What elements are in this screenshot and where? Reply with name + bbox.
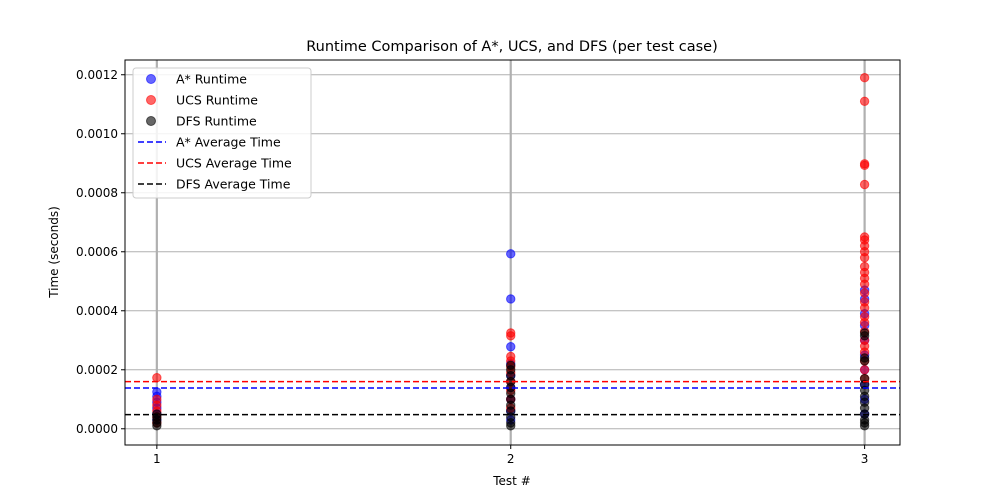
axes-frame [124,59,901,446]
y-tick-label: 0.0004 [76,304,118,318]
ucs-runtime-point [859,73,870,83]
a-star-runtime-point [506,249,516,259]
ucs-runtime-point [152,373,162,383]
legend-label-dfs-average-time: DFS Average Time [176,177,291,192]
a-star-runtime-point [506,294,516,304]
x-tick-label: 1 [153,452,161,466]
y-tick-label: 0.0002 [76,363,118,377]
ucs-runtime-point [859,317,870,328]
legend-box [132,67,312,199]
legend: A* Runtime UCS Runtime DFS Runtime A* Avera… [132,67,312,199]
ucs-runtime-point [859,365,870,375]
y-tick-label: 0.0000 [76,422,118,436]
dfs-runtime-point [859,331,870,341]
dfs-runtime-point [859,356,870,366]
y-axis-label: Time (seconds) [47,206,61,299]
ucs-runtime-point [859,179,870,190]
ucs-runtime-point [506,331,516,341]
legend-marker-ucs-runtime [146,95,156,105]
y-tick-label: 0.0012 [76,68,118,82]
x-tick-label: 2 [507,452,515,466]
dfs-runtime-point [859,421,870,431]
dfs-runtime-point [506,421,516,431]
x-axis-label: Test # [492,474,531,488]
ucs-runtime-point [859,96,870,107]
legend-label-ucs-average-time: UCS Average Time [176,156,292,171]
a-star-runtime-point [506,342,516,352]
legend-marker-dfs-runtime [146,116,156,126]
ucs-runtime-point [859,160,870,171]
y-tick-label: 0.0008 [76,186,118,200]
legend-label-a-star-average-time: A* Average Time [176,135,281,150]
dfs-runtime-point [152,421,162,431]
ucs-runtime-point [859,288,870,298]
y-tick-label: 0.0006 [76,245,118,259]
chart-title: Runtime Comparison of A*, UCS, and DFS (… [306,39,717,55]
legend-label-dfs-runtime: DFS Runtime [176,114,257,129]
legend-label-ucs-runtime: UCS Runtime [176,93,258,108]
tick-layer: 0.0000 0.0002 0.0004 0.0006 0.0008 0.0010 0.00… [76,68,868,466]
legend-label-a-star-runtime: A* Runtime [176,72,247,87]
plot-layer [125,73,900,431]
legend-marker-a-star-runtime [146,74,156,84]
x-tick-label: 3 [861,452,869,466]
ucs-runtime-point [859,252,870,263]
ucs-runtime-point [859,279,870,289]
ucs-runtime-point [859,303,870,313]
y-tick-label: 0.0010 [76,127,118,141]
